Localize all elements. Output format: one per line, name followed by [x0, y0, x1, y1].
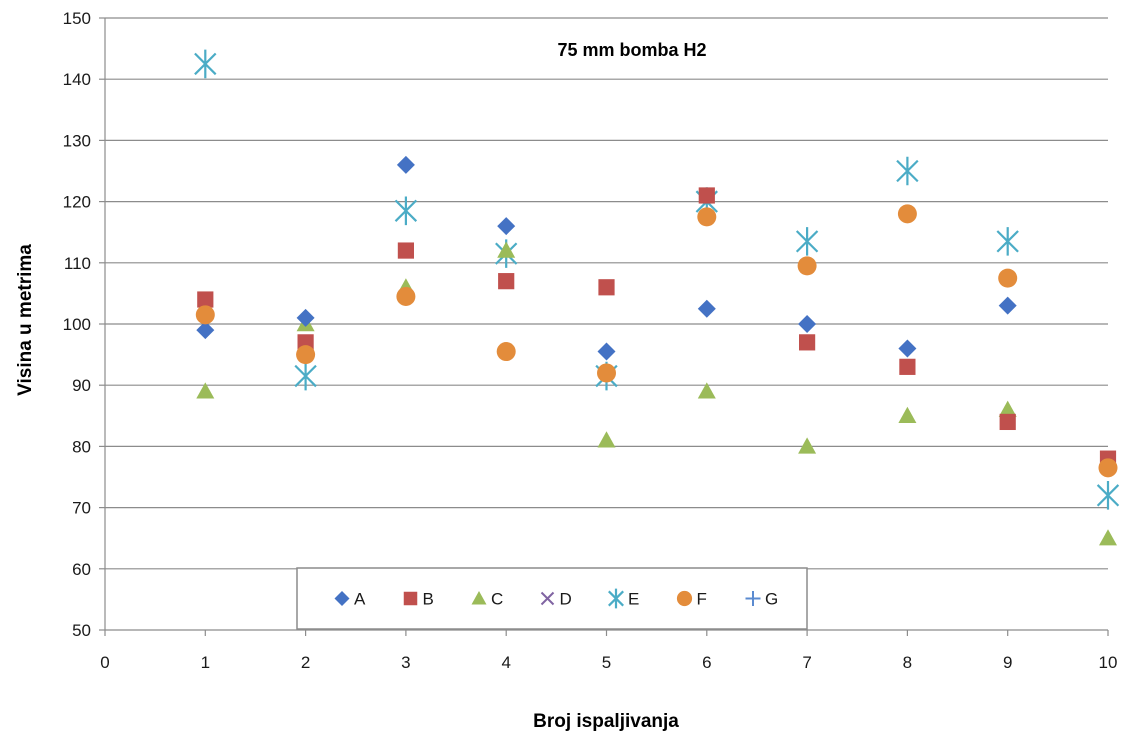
y-axis-title: Visina u metrima — [15, 244, 36, 396]
point-c — [898, 406, 917, 423]
point-c — [196, 382, 215, 399]
y-tick-label: 130 — [63, 131, 91, 150]
chart-title: 75 mm bomba H2 — [557, 40, 706, 60]
x-tick-label: 8 — [903, 653, 912, 672]
point-f — [195, 305, 215, 325]
legend-marker-b — [403, 591, 418, 606]
point-e — [795, 227, 819, 256]
y-tick-label: 80 — [72, 437, 91, 456]
point-b — [899, 358, 916, 375]
y-tick-label: 90 — [72, 376, 91, 395]
x-tick-label: 4 — [501, 653, 510, 672]
legend-label-b: B — [423, 590, 434, 609]
y-tick-label: 100 — [63, 315, 91, 334]
legend-marker-a — [334, 591, 350, 606]
point-b — [698, 187, 715, 204]
point-a — [898, 339, 917, 358]
legend-label-g: G — [765, 590, 778, 609]
x-axis-title: Broj ispaljivanja — [533, 711, 679, 732]
x-tick-label: 1 — [201, 653, 210, 672]
legend-label-f: F — [697, 590, 707, 609]
x-tick-label: 3 — [401, 653, 410, 672]
legend-label-c: C — [491, 590, 503, 609]
tick-labels: 50 60 70 80 90 100 110 120 130 140 150 0 1 2 3 4 5 6 7 8 9 10 — [63, 9, 1118, 672]
point-c — [597, 431, 616, 448]
point-e — [896, 156, 919, 186]
point-a — [697, 299, 716, 318]
x-tick-label: 5 — [602, 653, 611, 672]
point-f — [697, 207, 717, 227]
legend-marker-g — [745, 591, 761, 606]
point-c — [697, 382, 716, 399]
legend-label-e: E — [628, 590, 639, 609]
point-c — [998, 400, 1017, 417]
point-b — [799, 334, 816, 351]
legend-marker-f — [676, 590, 693, 607]
point-a — [998, 296, 1017, 315]
data-points — [194, 49, 1120, 546]
point-b — [999, 413, 1016, 431]
legend-label-a: A — [354, 590, 366, 609]
point-e — [996, 227, 1019, 256]
point-f — [597, 363, 616, 383]
y-tick-label: 50 — [72, 621, 91, 640]
x-tick-label: 6 — [702, 653, 711, 672]
point-c — [1099, 529, 1117, 546]
y-tick-label: 140 — [63, 70, 91, 89]
point-a — [196, 321, 215, 340]
x-tick-label: 10 — [1099, 653, 1118, 672]
point-f — [496, 342, 516, 362]
legend: A B C D E F G — [296, 567, 808, 630]
point-a — [597, 342, 616, 361]
y-tick-label: 150 — [63, 9, 91, 28]
legend-marker-e — [608, 588, 624, 609]
point-e — [1096, 481, 1120, 510]
point-f — [1098, 458, 1118, 478]
point-f — [396, 286, 416, 306]
axes — [99, 17, 1109, 636]
point-c — [798, 437, 817, 454]
y-tick-label: 120 — [63, 193, 91, 212]
x-tick-label: 0 — [100, 653, 109, 672]
point-e — [394, 196, 418, 226]
gridlines — [105, 17, 1108, 570]
point-a — [296, 308, 315, 327]
point-a — [798, 315, 817, 333]
legend-label-d: D — [560, 590, 572, 609]
y-tick-label: 70 — [72, 499, 91, 518]
point-b — [598, 279, 615, 296]
point-f — [296, 345, 316, 365]
x-tick-label: 2 — [301, 653, 310, 672]
y-tick-label: 60 — [72, 560, 91, 579]
legend-marker-c — [471, 591, 487, 605]
point-b — [397, 242, 414, 259]
point-a — [396, 155, 415, 174]
point-b — [197, 291, 214, 308]
legend-box — [296, 567, 808, 630]
point-b — [498, 273, 515, 290]
point-c — [497, 241, 516, 258]
legend-marker-d — [540, 591, 555, 606]
x-tick-label: 9 — [1003, 653, 1012, 672]
y-tick-label: 110 — [64, 254, 91, 273]
x-tick-label: 7 — [802, 653, 811, 672]
point-f — [998, 268, 1018, 288]
point-a — [497, 217, 516, 236]
point-e — [294, 361, 317, 391]
point-e — [194, 49, 217, 79]
point-f — [897, 204, 917, 224]
point-f — [797, 256, 817, 276]
